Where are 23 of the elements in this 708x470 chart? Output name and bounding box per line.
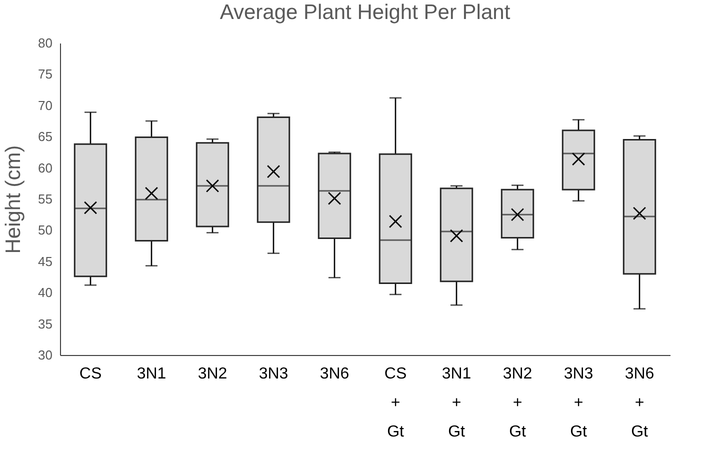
y-axis-title: Height (cm) (2, 145, 26, 254)
y-tick-label: 60 (38, 160, 52, 176)
y-tick-label: 50 (38, 222, 52, 238)
x-tick-label: 3N3 + Gt (564, 366, 594, 440)
x-tick-label: CS (79, 366, 102, 382)
y-tick-label: 80 (38, 36, 52, 50)
chart-title: Average Plant Height Per Plant (220, 1, 510, 24)
x-tick-label: 3N6 + Gt (624, 366, 654, 440)
x-tick-label: 3N1 + Gt (442, 366, 472, 440)
y-tick-label: 45 (38, 254, 52, 269)
x-tick-label: CS + Gt (384, 366, 407, 440)
x-tick-label: 3N2 (198, 366, 228, 382)
y-tick-label: 75 (38, 66, 52, 82)
y-tick-label: 70 (38, 98, 52, 113)
y-tick-label: 65 (38, 129, 52, 144)
x-tick-label: 3N2 + Gt (502, 366, 532, 440)
x-tick-label: 3N1 (136, 366, 166, 382)
y-tick-label: 35 (38, 316, 52, 332)
y-tick-label: 30 (38, 348, 52, 362)
y-tick-label: 55 (38, 192, 52, 206)
y-tick-label: 40 (38, 285, 52, 300)
x-tick-label: 3N6 (320, 366, 350, 382)
x-tick-label: 3N3 (258, 366, 288, 382)
